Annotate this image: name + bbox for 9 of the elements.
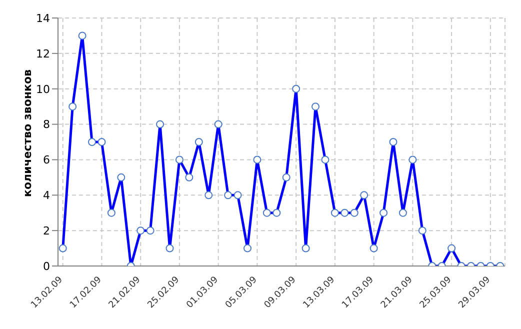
y-axis-title: количество звонков — [20, 69, 34, 197]
y-tick-label: 0 — [43, 260, 50, 273]
y-tick-label: 12 — [36, 47, 50, 60]
y-tick-label: 6 — [43, 154, 50, 167]
y-tick-label: 8 — [43, 118, 50, 132]
y-tick-label: 14 — [36, 12, 50, 25]
y-tick-label: 2 — [43, 224, 50, 238]
y-tick-label: 4 — [43, 189, 50, 202]
y-tick-label: 10 — [36, 82, 50, 96]
